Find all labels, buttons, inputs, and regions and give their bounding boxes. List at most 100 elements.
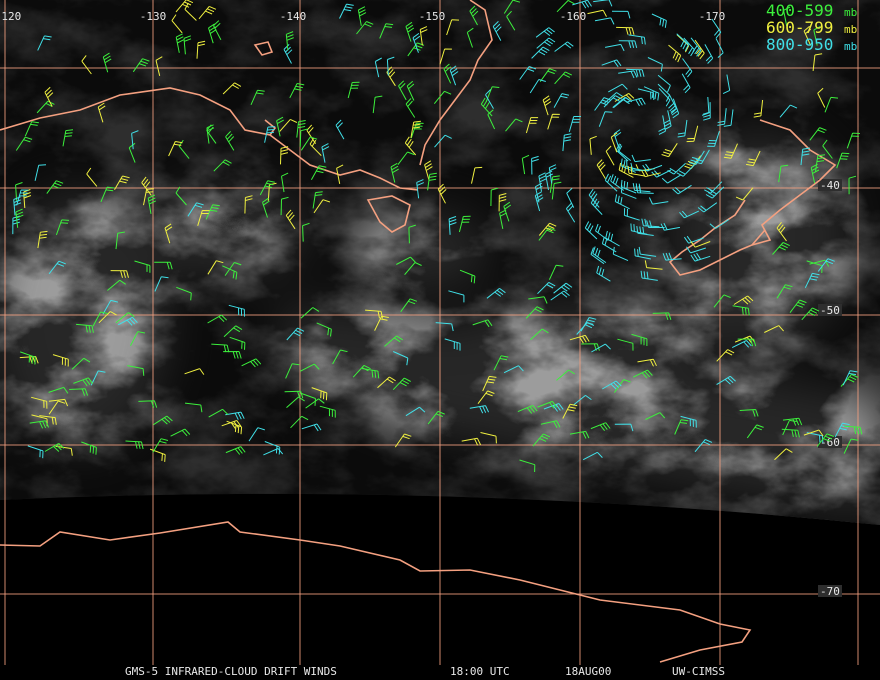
wind-barb xyxy=(443,63,452,84)
wind-barb xyxy=(225,411,245,420)
wind-barb xyxy=(637,358,657,367)
footer: GMS-5 INFRARED-CLOUD DRIFT WINDS 18:00 U… xyxy=(125,665,725,678)
wind-barb xyxy=(390,162,399,183)
wind-barb xyxy=(789,299,807,314)
wind-barb xyxy=(223,351,242,359)
wind-barb xyxy=(540,420,561,429)
wind-barb xyxy=(822,139,833,159)
wind-barb xyxy=(435,322,454,332)
wind-barb xyxy=(397,151,415,166)
wind-barb xyxy=(400,298,418,313)
wind-barb xyxy=(211,343,230,353)
wind-barb xyxy=(37,35,52,51)
wind-barb xyxy=(138,400,158,408)
wind-barb xyxy=(44,86,54,107)
wind-barb xyxy=(469,5,479,26)
wind-barb xyxy=(405,21,415,42)
wind-barb xyxy=(184,402,203,413)
wind-barb xyxy=(553,282,573,294)
wind-barb xyxy=(439,48,452,65)
wind-barb xyxy=(434,134,452,148)
wind-barb xyxy=(386,66,396,87)
wind-barb xyxy=(612,96,632,108)
legend-unit: mb xyxy=(844,23,857,36)
wind-barb xyxy=(170,428,191,437)
wind-barb xyxy=(549,175,560,193)
wind-barb xyxy=(164,223,173,244)
wind-barb xyxy=(141,176,152,196)
wind-barb xyxy=(419,26,428,46)
wind-barb xyxy=(459,269,476,284)
wind-barb xyxy=(617,143,632,161)
wind-barb xyxy=(503,365,524,374)
wind-barb xyxy=(427,410,445,425)
wind-barb xyxy=(15,136,33,151)
wind-barb xyxy=(598,111,613,127)
wind-barb xyxy=(198,5,217,20)
wind-barb xyxy=(572,394,592,406)
wind-barb xyxy=(803,25,812,46)
wind-barb xyxy=(73,377,94,387)
wind-barb xyxy=(48,260,66,275)
wind-barb xyxy=(132,58,150,73)
graticule: -120-130-140-150-160-170-40-50-60-70 xyxy=(0,0,880,665)
wind-barb xyxy=(848,175,857,195)
wind-barb xyxy=(207,260,224,275)
wind-barb xyxy=(647,57,663,72)
wind-barb xyxy=(71,357,91,370)
wind-barb xyxy=(205,204,220,220)
wind-barb xyxy=(779,104,798,118)
wind-barb xyxy=(746,150,761,167)
wind-barb xyxy=(846,132,860,149)
wind-barb xyxy=(590,196,603,215)
wind-barb xyxy=(593,0,613,7)
wind-barb xyxy=(545,170,553,191)
wind-barb xyxy=(424,160,433,181)
wind-barb xyxy=(13,196,22,216)
wind-barb xyxy=(208,23,217,44)
wind-barb xyxy=(110,270,129,278)
wind-barb xyxy=(554,71,573,85)
wind-barb xyxy=(168,141,183,157)
wind-barb xyxy=(676,34,690,53)
wind-barb xyxy=(670,98,680,119)
wind-barb xyxy=(176,286,192,301)
wind-barb xyxy=(529,79,546,94)
wind-barb xyxy=(746,424,764,439)
wind-barb xyxy=(433,90,452,105)
wind-barb xyxy=(601,236,617,253)
wind-barb xyxy=(707,130,720,147)
wind-barb xyxy=(281,172,289,193)
wind-barb xyxy=(229,336,246,350)
wind-barb xyxy=(592,246,607,264)
wind-barb xyxy=(613,379,631,393)
wind-barb xyxy=(651,13,667,28)
wind-barb xyxy=(37,230,48,249)
wind-barb xyxy=(312,191,323,209)
wind-barb xyxy=(505,118,523,132)
wind-barb xyxy=(584,221,598,240)
wind-barb xyxy=(299,363,320,372)
wind-barb xyxy=(487,109,496,130)
wind-barb xyxy=(603,95,622,108)
footer-credit: UW-CIMSS xyxy=(672,665,725,678)
wind-barb xyxy=(134,260,151,273)
wind-barb xyxy=(531,46,550,59)
wind-barb xyxy=(208,408,229,418)
wind-barb xyxy=(416,179,424,199)
wind-barb xyxy=(107,279,126,291)
wind-barb xyxy=(566,187,575,208)
wind-barb xyxy=(311,387,328,401)
wind-barb xyxy=(446,19,460,36)
wind-barb xyxy=(301,423,322,432)
wind-barb xyxy=(722,74,731,95)
wind-barb xyxy=(672,184,692,195)
longitude-label: -170 xyxy=(699,10,726,23)
wind-barb xyxy=(377,376,396,389)
wind-barb xyxy=(490,187,499,207)
wind-barb xyxy=(197,210,210,226)
wind-barb xyxy=(448,216,457,235)
wind-barb xyxy=(595,223,609,241)
wind-barb xyxy=(782,417,803,426)
legend-unit: mb xyxy=(844,40,857,53)
